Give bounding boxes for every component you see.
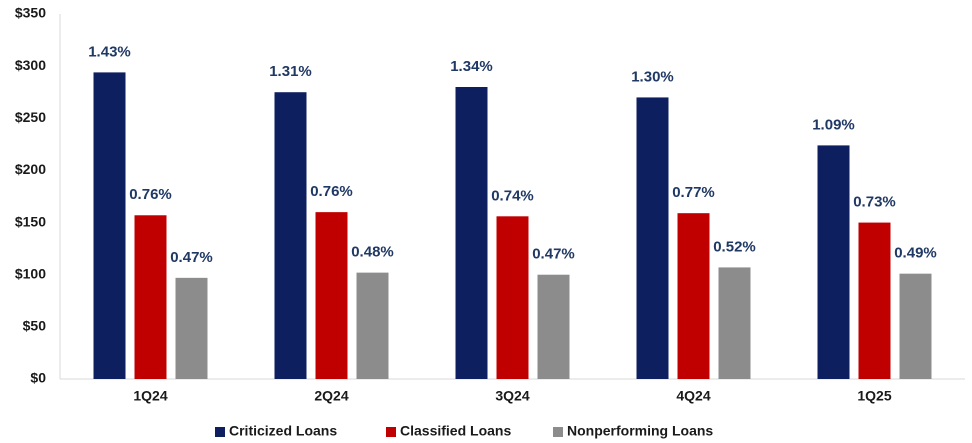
data-label: 0.77% — [672, 184, 715, 201]
bar — [274, 92, 307, 379]
y-tick-label: $200 — [15, 161, 46, 177]
y-tick-label: $100 — [15, 265, 46, 281]
bar — [677, 213, 710, 379]
bar — [537, 274, 570, 379]
bar — [636, 97, 669, 379]
y-tick-label: $150 — [15, 213, 46, 229]
data-label: 0.47% — [170, 249, 213, 266]
y-tick-label: $300 — [15, 57, 46, 73]
legend-swatch — [215, 427, 225, 437]
bar — [315, 212, 348, 379]
bar — [455, 87, 488, 379]
bar — [718, 267, 751, 379]
data-label: 0.73% — [853, 194, 896, 211]
x-tick-label: 3Q24 — [495, 388, 529, 404]
bar — [134, 215, 167, 379]
data-label: 0.74% — [491, 187, 534, 204]
data-label: 0.76% — [310, 183, 353, 200]
x-tick-label: 1Q24 — [133, 388, 167, 404]
data-label: 1.31% — [269, 63, 312, 80]
data-label: 0.52% — [713, 238, 756, 255]
data-label: 1.43% — [88, 43, 131, 60]
legend-swatch — [553, 427, 563, 437]
y-tick-label: $250 — [15, 109, 46, 125]
bar — [175, 277, 208, 379]
data-label: 1.34% — [450, 58, 493, 75]
data-label: 0.49% — [894, 245, 937, 262]
y-tick-label: $50 — [23, 318, 47, 334]
x-tick-label: 1Q25 — [857, 388, 891, 404]
legend-swatch — [386, 427, 396, 437]
bar — [93, 72, 126, 380]
y-tick-label: $0 — [30, 370, 46, 386]
data-label: 0.76% — [129, 186, 172, 203]
y-tick-label: $350 — [15, 5, 46, 21]
data-label: 1.30% — [631, 68, 674, 85]
data-label: 0.47% — [532, 246, 575, 263]
x-tick-label: 4Q24 — [676, 388, 710, 404]
legend-label: Nonperforming Loans — [567, 423, 713, 439]
data-label: 0.48% — [351, 244, 394, 261]
legend-label: Classified Loans — [400, 423, 511, 439]
data-label: 1.09% — [812, 116, 855, 133]
legend-label: Criticized Loans — [229, 423, 337, 439]
x-tick-label: 2Q24 — [314, 388, 348, 404]
bar — [899, 273, 932, 379]
bar — [817, 145, 850, 379]
bar — [496, 216, 529, 379]
bar — [858, 222, 891, 379]
bar — [356, 272, 389, 379]
